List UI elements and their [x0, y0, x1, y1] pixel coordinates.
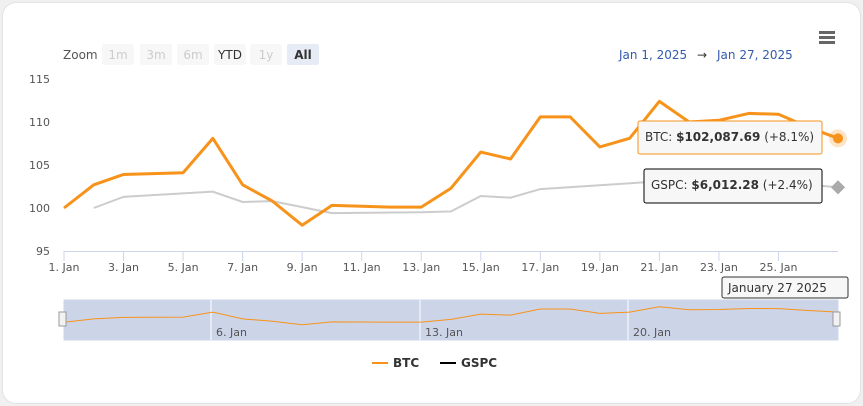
range-button-3m: 3m — [140, 44, 172, 65]
gspc-tooltip: GSPC: $6,012.28 (+2.4%) — [643, 168, 823, 204]
hamburger-bar — [819, 31, 835, 34]
x-tick-label: 9. Jan — [287, 261, 318, 274]
y-tick-label: 110 — [29, 116, 50, 129]
x-tick-label: 5. Jan — [168, 261, 199, 274]
range-button-1y: 1y — [250, 44, 282, 65]
date-tooltip-text: January 27 2025 — [727, 281, 827, 295]
navigator-tick-label: 6. Jan — [216, 326, 247, 339]
navigator-handle-left[interactable] — [58, 311, 67, 327]
y-tick-label: 95 — [36, 245, 50, 258]
btc-hover-marker — [833, 133, 843, 144]
range-button-label: 6m — [183, 48, 202, 62]
navigator-mask[interactable] — [63, 299, 839, 341]
date-to[interactable]: Jan 27, 2025 — [716, 48, 793, 62]
handle-box — [58, 311, 67, 327]
x-tick-label: 19. Jan — [581, 261, 619, 274]
range-button-1m: 1m — [102, 44, 134, 65]
navigator-tick-label: 20. Jan — [633, 326, 671, 339]
hamburger-bar — [819, 36, 835, 39]
legend-btc[interactable]: BTC — [372, 356, 419, 370]
range-button-label: All — [294, 48, 312, 62]
x-tick-label: 23. Jan — [700, 261, 738, 274]
btc-line — [63, 99, 839, 227]
gspc-tooltip-box — [643, 168, 823, 204]
btc-tooltip-box — [637, 120, 823, 155]
legend-btc-label: BTC — [393, 356, 419, 370]
x-tick-label: 13. Jan — [402, 261, 440, 274]
zoom-label: Zoom — [63, 48, 98, 62]
date-tooltip-box — [721, 276, 849, 299]
x-tick-label: 17. Jan — [521, 261, 559, 274]
x-tick-label: 1. Jan — [49, 261, 80, 274]
gspc-hover-marker — [830, 180, 846, 195]
range-button-bg — [250, 44, 282, 65]
range-button-label: 3m — [146, 48, 165, 62]
range-button-label: 1m — [108, 48, 127, 62]
range-button-label: YTD — [217, 48, 242, 62]
range-button-bg — [214, 44, 246, 65]
navigator-tick-label: 13. Jan — [425, 326, 463, 339]
range-button-bg — [177, 44, 209, 65]
x-tick-label: 21. Jan — [640, 261, 678, 274]
y-tick-label: 115 — [29, 73, 50, 86]
range-button-bg — [287, 44, 319, 65]
hamburger-bar — [819, 41, 835, 44]
hamburger-icon[interactable] — [819, 31, 835, 44]
date-from[interactable]: Jan 1, 2025 — [618, 48, 687, 62]
legend-gspc[interactable]: GSPC — [440, 356, 497, 370]
legend-gspc-label: GSPC — [461, 356, 497, 370]
range-button-bg — [102, 44, 134, 65]
navigator-btc-line — [63, 306, 839, 326]
x-tick-label: 7. Jan — [227, 261, 258, 274]
date-arrow: → — [697, 48, 707, 62]
range-button-all[interactable]: All — [287, 44, 319, 65]
range-button-ytd[interactable]: YTD — [214, 44, 246, 65]
gspc-tooltip-text: GSPC: $6,012.28 (+2.4%) — [651, 178, 813, 192]
x-tick-label: 3. Jan — [108, 261, 139, 274]
date-tooltip: January 27 2025 — [721, 276, 849, 299]
range-button-6m: 6m — [177, 44, 209, 65]
range-button-label: 1y — [259, 48, 274, 62]
range-button-bg — [140, 44, 172, 65]
x-tick-label: 11. Jan — [343, 261, 381, 274]
y-tick-label: 105 — [29, 159, 50, 172]
y-tick-label: 100 — [29, 202, 50, 215]
navigator-handle-right[interactable] — [832, 311, 841, 327]
btc-tooltip: BTC: $102,087.69 (+8.1%) — [637, 120, 823, 155]
x-tick-label: 25. Jan — [759, 261, 797, 274]
x-tick-label: 15. Jan — [462, 261, 500, 274]
btc-tooltip-text: BTC: $102,087.69 (+8.1%) — [645, 130, 814, 144]
handle-box — [832, 311, 841, 327]
